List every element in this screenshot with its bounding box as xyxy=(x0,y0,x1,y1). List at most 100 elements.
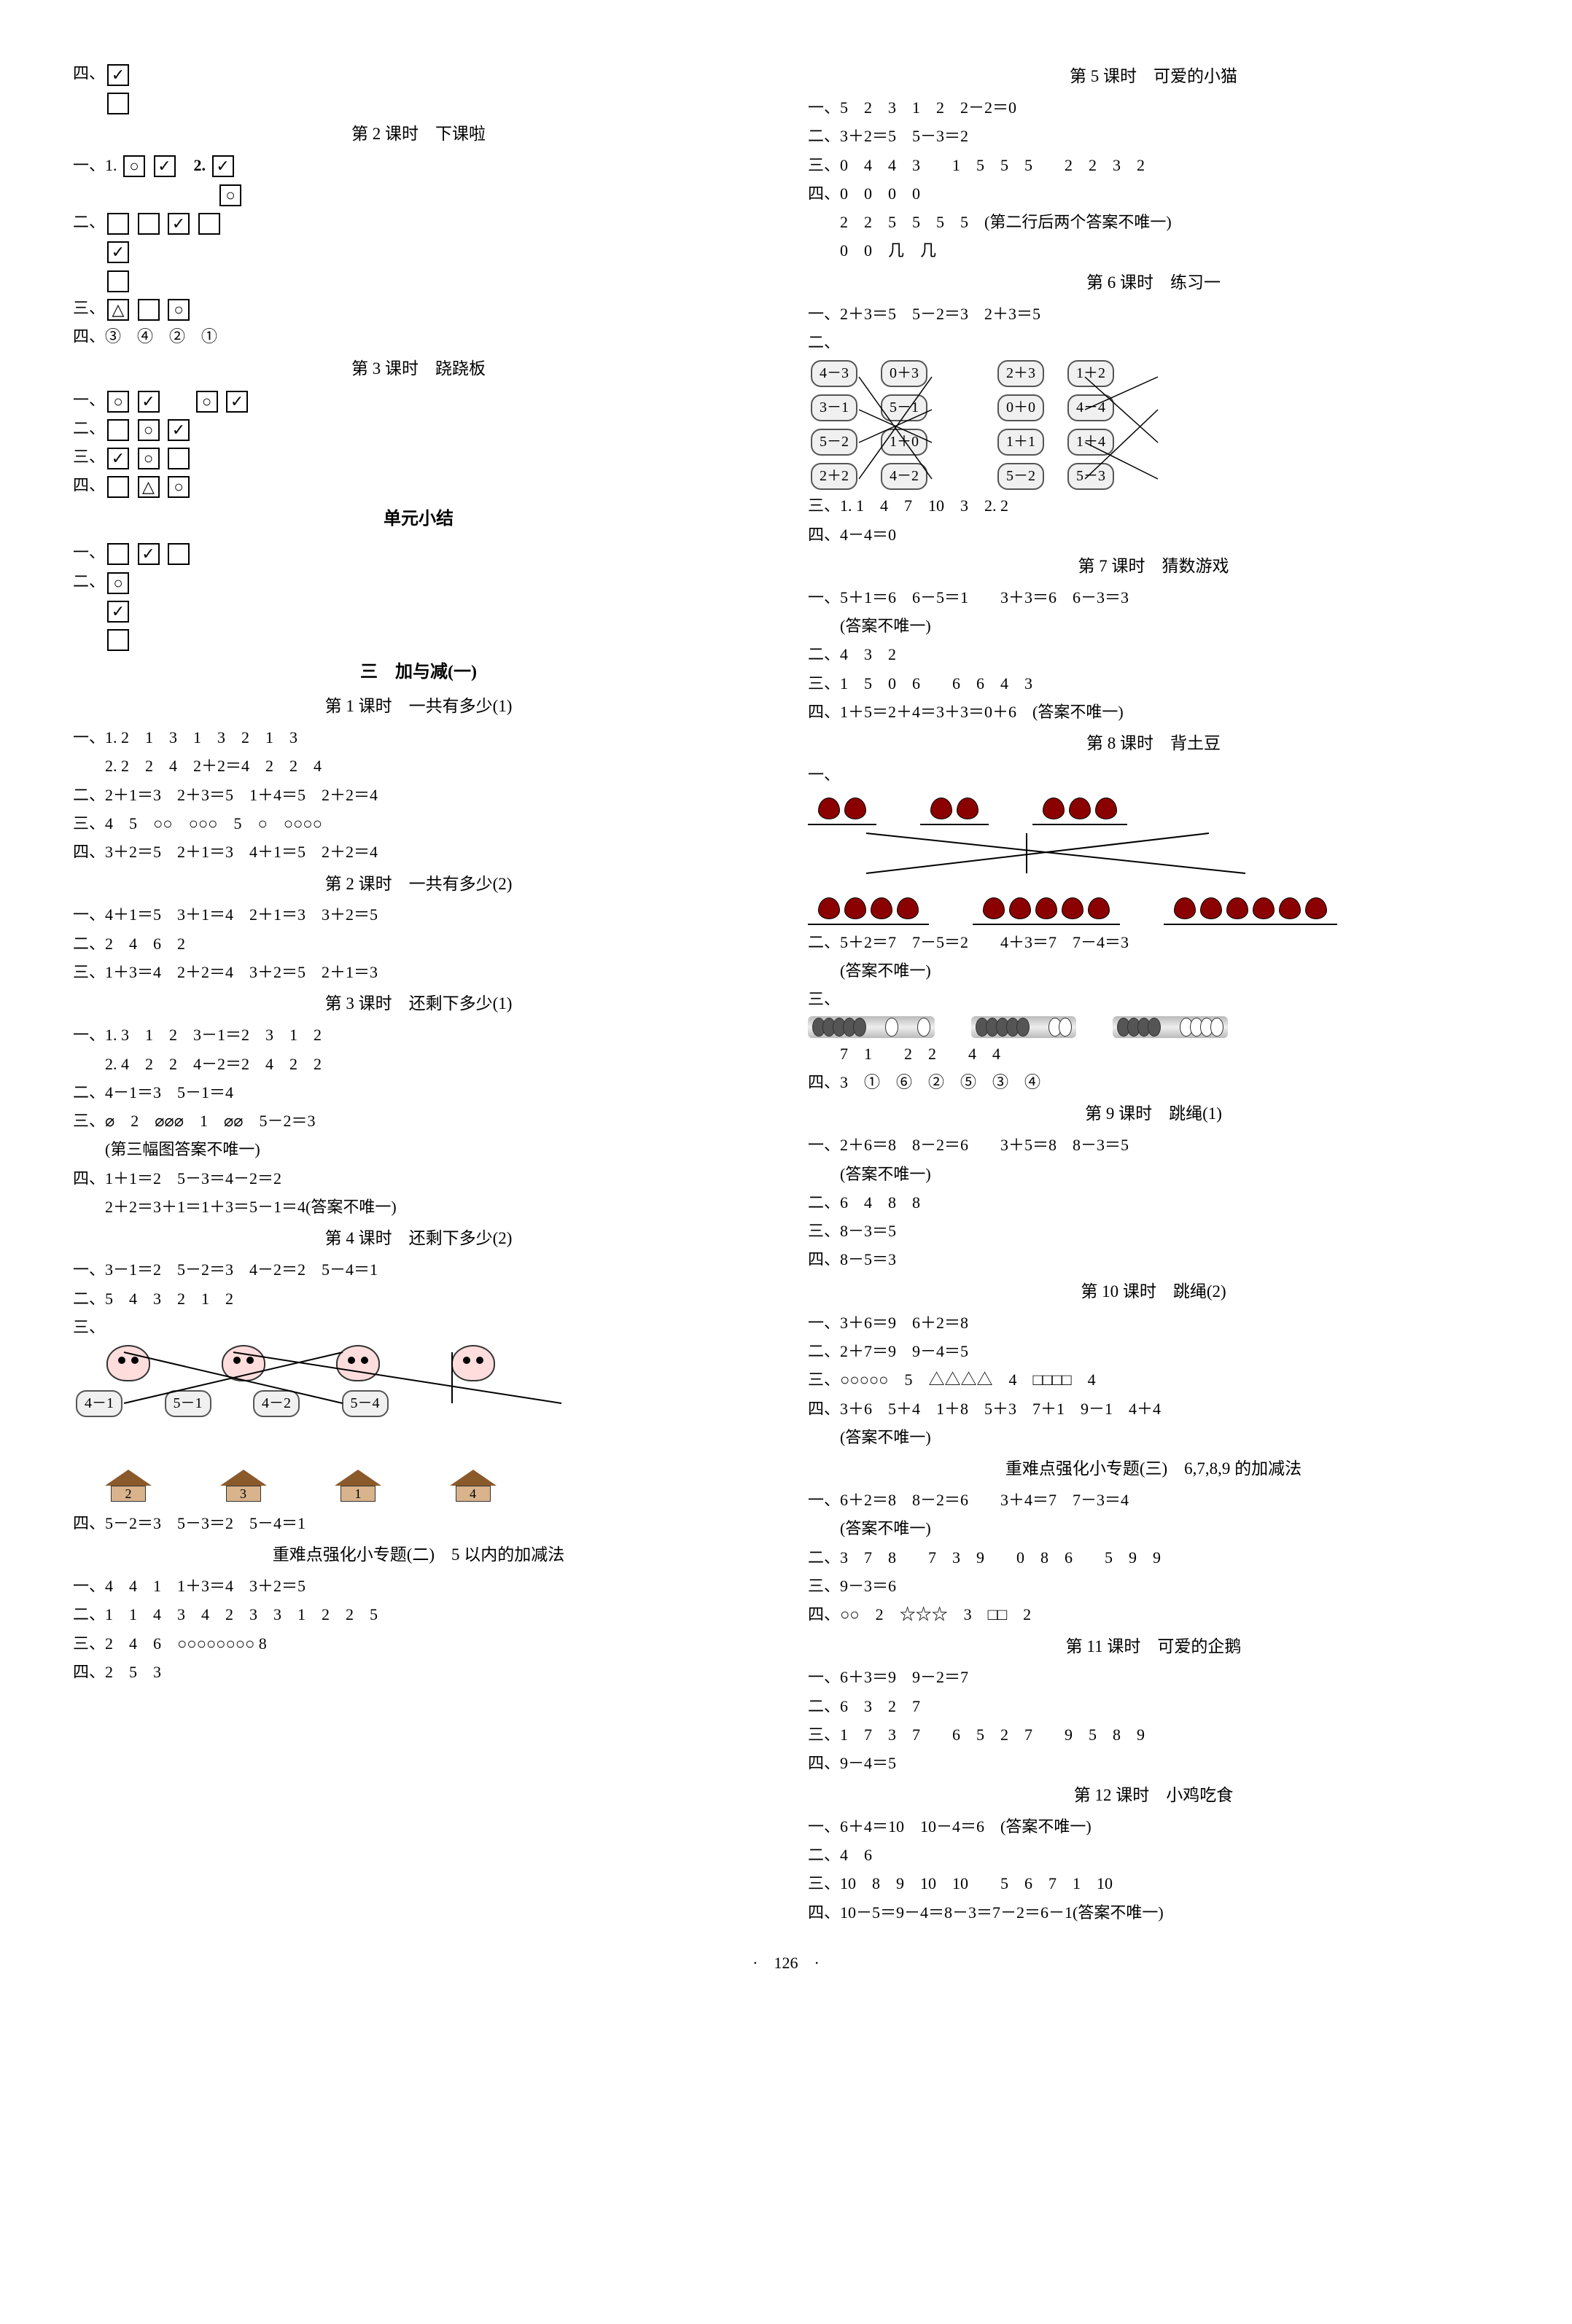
expr-pill: 4－2 xyxy=(881,463,927,490)
bean-icon xyxy=(1253,897,1275,919)
bead-icon xyxy=(1016,1018,1030,1037)
c11-q3: 三、1 7 3 7 6 5 2 7 9 5 8 9 xyxy=(808,1722,1499,1748)
house-icon: 1 xyxy=(335,1470,381,1502)
expr-pill: 5－2 xyxy=(997,463,1044,490)
expr-pill: 0＋0 xyxy=(997,394,1044,421)
c10-q1: 一、3＋6＝9 6＋2＝8 xyxy=(808,1310,1499,1336)
bead-bar xyxy=(971,1016,1076,1038)
pig-matching-diagram: 4－1 5－1 4－2 5－4 2 3 1 4 xyxy=(73,1345,764,1506)
expr-pill: 1＋2 xyxy=(1067,360,1114,387)
house-icon: 4 xyxy=(450,1470,497,1502)
expr-pill: 5－3 xyxy=(1067,463,1114,490)
expr-pill: 5－1 xyxy=(881,394,927,421)
bean-icon xyxy=(818,798,840,819)
expr-pill: 4－4 xyxy=(1067,394,1114,421)
bean-group xyxy=(1164,893,1337,925)
pig-row xyxy=(73,1345,764,1389)
bean-icon xyxy=(1062,897,1083,919)
pig-icon xyxy=(222,1345,265,1381)
c12-q3: 三、10 8 9 10 10 5 6 7 1 10 xyxy=(808,1871,1499,1897)
bean-bottom-row xyxy=(808,893,1499,925)
t3-q4: 四、○○ 2 ☆☆☆ 3 □□ 2 xyxy=(808,1602,1499,1628)
bean-icon xyxy=(1088,897,1110,919)
check-box: ✓ xyxy=(154,155,176,177)
bean-matching-lines xyxy=(808,830,1318,881)
c12-q1: 一、6＋4＝10 10－4＝6 (答案不唯一) xyxy=(808,1814,1499,1840)
c7-q3: 三、1 5 0 6 6 6 4 3 xyxy=(808,671,1499,697)
c3l1-q1b: 2. 2 2 4 2＋2＝4 2 2 4 xyxy=(73,753,764,779)
bead-icon xyxy=(885,1018,898,1037)
bean-icon xyxy=(1009,897,1031,919)
c10-q4: 四、3＋6 5＋4 1＋8 5＋3 7＋1 9－1 4＋4 xyxy=(808,1396,1499,1422)
c9-q1n: (答案不唯一) xyxy=(808,1161,1499,1188)
chapter-3-title: 三 加与减(一) xyxy=(73,658,764,687)
expr-pill: 2＋2 xyxy=(811,463,857,490)
c3l2-q3: 三、1＋3＝4 2＋2＝4 3＋2＝5 2＋1＝3 xyxy=(73,959,764,986)
bean-icon xyxy=(1305,897,1327,919)
bean-icon xyxy=(1035,897,1057,919)
lesson-9-title: 第 9 课时 跳绳(1) xyxy=(808,1100,1499,1128)
l3-q4: 四、 △ ○ xyxy=(73,472,764,499)
bean-icon xyxy=(818,897,840,919)
expr-pill: 1＋4 xyxy=(1067,429,1114,456)
c3l3-q3n: (第三幅图答案不唯一) xyxy=(73,1136,764,1163)
c7-q1n: (答案不唯一) xyxy=(808,613,1499,639)
c5-q4c: 0 0 几 几 xyxy=(808,238,1499,264)
c5-q4a: 四、0 0 0 0 xyxy=(808,181,1499,207)
pig-icon xyxy=(106,1345,150,1381)
right-column: 第 5 课时 可爱的小猫 一、5 2 3 1 2 2－2＝0 二、3＋2＝5 5… xyxy=(808,58,1499,1928)
l3-q2: 二、 ○ ✓ xyxy=(73,416,764,442)
us-q2-r3 xyxy=(73,625,764,652)
c11-q2: 二、6 3 2 7 xyxy=(808,1693,1499,1720)
lesson-7-title: 第 7 课时 猜数游戏 xyxy=(808,553,1499,580)
c8-q1: 一、 xyxy=(808,762,1499,788)
c3l3-q4b: 2＋2＝3＋1＝1＋3＝5－1＝4(答案不唯一) xyxy=(73,1194,764,1220)
c11-q4: 四、9－4＝5 xyxy=(808,1750,1499,1777)
c3l2-q2: 二、2 4 6 2 xyxy=(73,931,764,957)
t3-q2: 二、3 7 8 7 3 9 0 8 6 5 9 9 xyxy=(808,1545,1499,1571)
c3l4-q1: 一、3－1＝2 5－2＝3 4－2＝2 5－4＝1 xyxy=(73,1257,764,1283)
pig-icon xyxy=(451,1345,495,1381)
expr-pill: 4－1 xyxy=(76,1390,122,1417)
bean-group xyxy=(973,893,1120,925)
bean-icon xyxy=(897,897,919,919)
c3l3-q1b: 2. 4 2 2 4－2＝2 4 2 2 xyxy=(73,1051,764,1077)
bean-icon xyxy=(1043,798,1065,819)
blank-box xyxy=(107,93,129,114)
q4-header: 四、✓ xyxy=(73,61,764,87)
bean-group xyxy=(808,793,876,825)
bean-group xyxy=(920,793,989,825)
circle-box: ○ xyxy=(123,155,145,177)
left-column: 四、✓ 第 2 课时 下课啦 一、1. ○ ✓ 2. ✓ ○ 二、 ✓ ✓ 三、… xyxy=(73,58,764,1928)
expr-pill: 4－3 xyxy=(811,360,857,387)
bean-icon xyxy=(930,798,952,819)
c8-q3v: 7 1 2 2 4 4 xyxy=(808,1041,1499,1067)
bean-icon xyxy=(844,897,866,919)
c9-q1: 一、2＋6＝8 8－2＝6 3＋5＝8 8－3＝5 xyxy=(808,1132,1499,1158)
pill-matching-diagram: 4－3 0＋3 2＋3 1＋2 3－1 5－1 0＋0 4－4 5－2 1＋0 … xyxy=(808,359,1499,490)
bean-icon xyxy=(1200,897,1222,919)
t2-q1: 一、4 4 1 1＋3＝4 3＋2＝5 xyxy=(73,1573,764,1599)
l3-q3: 三、✓ ○ xyxy=(73,444,764,470)
abacus-row xyxy=(808,1016,1499,1038)
c10-q3: 三、○○○○○ 5 △△△△ 4 □□□□ 4 xyxy=(808,1367,1499,1393)
c12-q4: 四、10－5＝9－4＝8－3＝7－2＝6－1(答案不唯一) xyxy=(808,1900,1499,1926)
lesson-5-title: 第 5 课时 可爱的小猫 xyxy=(808,63,1499,90)
house-icon: 3 xyxy=(220,1470,267,1502)
c9-q2: 二、6 4 8 8 xyxy=(808,1190,1499,1216)
c3l4-q4: 四、5－2＝3 5－3＝2 5－4＝1 xyxy=(73,1510,764,1537)
us-q1: 一、 ✓ xyxy=(73,539,764,566)
bead-bar xyxy=(1113,1016,1228,1038)
c7-q4: 四、1＋5＝2＋4＝3＋3＝0＋6 (答案不唯一) xyxy=(808,699,1499,725)
pig-icon xyxy=(336,1345,380,1381)
bean-icon xyxy=(844,798,866,819)
c3l4-q3: 三、 xyxy=(73,1314,764,1341)
c10-q2: 二、2＋7＝9 9－4＝5 xyxy=(808,1338,1499,1365)
c3l3-q3: 三、⌀ 2 ⌀⌀⌀ 1 ⌀⌀ 5－2＝3 xyxy=(73,1108,764,1134)
bead-icon xyxy=(1148,1018,1161,1037)
page-number: · 126 · xyxy=(73,1950,1499,1976)
c8-q4: 四、3 ① ⑥ ② ⑤ ③ ④ xyxy=(808,1069,1499,1096)
l2-q2-r3 xyxy=(73,267,764,293)
expr-pill: 4－2 xyxy=(253,1390,300,1417)
bead-icon xyxy=(917,1018,930,1037)
